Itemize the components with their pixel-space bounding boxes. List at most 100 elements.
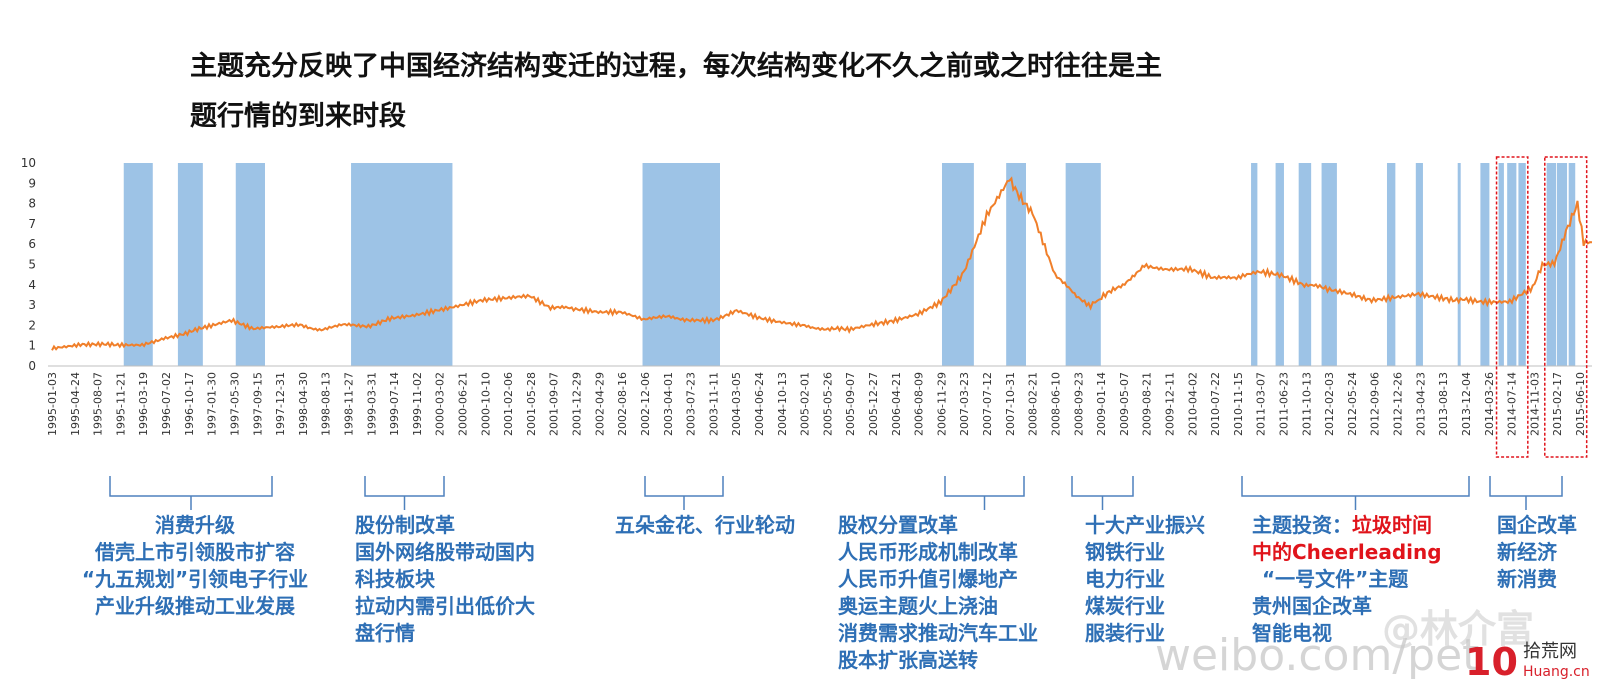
x-tick-label: 2002-12-06 (639, 372, 652, 436)
x-tick-label: 2012-12-26 (1392, 372, 1405, 436)
handle-watermark: @林介富 (1382, 607, 1535, 651)
x-tick-label: 1999-07-14 (388, 372, 401, 436)
annotation-line: 奥运主题火上浇油 (838, 594, 998, 618)
shaded-period (1321, 163, 1337, 366)
x-tick-label: 1997-09-15 (251, 372, 264, 436)
shaded-period (1480, 163, 1490, 366)
x-tick-label: 2012-05-24 (1346, 372, 1359, 436)
annotation-line: 人民币升值引爆地产 (838, 567, 1018, 591)
x-tick-label: 1997-12-31 (274, 372, 287, 436)
shaded-period (123, 163, 153, 366)
annotation-line: 股权分置改革 (838, 513, 958, 537)
y-tick-label: 9 (28, 176, 36, 190)
x-tick-label: 2007-03-23 (958, 372, 971, 436)
x-tick-label: 2011-03-07 (1255, 372, 1268, 436)
x-tick-label: 2009-08-21 (1141, 372, 1154, 436)
x-tick-label: 2013-12-04 (1460, 372, 1473, 436)
x-tick-label: 2002-08-16 (616, 372, 629, 436)
x-tick-label: 2001-09-07 (548, 372, 561, 436)
x-tick-label: 2012-02-03 (1323, 372, 1336, 436)
annotation-line: 产业升级推动工业发展 (95, 594, 295, 618)
annotation-line: 借壳上市引领股市扩容 (95, 540, 295, 564)
x-tick-label: 2000-03-02 (434, 372, 447, 436)
annotation-line: 国外网络股带动国内 (355, 540, 535, 564)
annotation-prefix: 主题投资： (1252, 513, 1352, 537)
x-tick-label: 2009-05-07 (1118, 372, 1131, 436)
shaded-period (1415, 163, 1423, 366)
annotation-line: 新消费 (1497, 567, 1557, 591)
x-tick-label: 2002-04-29 (593, 372, 606, 436)
x-tick-label: 1998-08-13 (320, 372, 333, 436)
x-tick-label: 1998-11-27 (342, 372, 355, 436)
annotation-line: 股本扩张高送转 (838, 648, 978, 672)
x-tick-label: 2005-02-01 (799, 372, 812, 436)
bracket (644, 476, 724, 510)
annotation-line: “九五规划”引领电子行业 (81, 567, 309, 591)
shaded-period (1298, 163, 1312, 366)
x-tick-label: 2011-06-23 (1278, 372, 1291, 436)
y-tick-label: 10 (21, 156, 36, 170)
bracket (1489, 476, 1563, 510)
x-tick-label: 1996-07-02 (160, 372, 173, 436)
x-tick-label: 2001-12-29 (571, 372, 584, 436)
shaded-period (1251, 163, 1258, 366)
annotation-line: 十大产业振兴 (1085, 513, 1205, 537)
shaded-period (1556, 163, 1568, 366)
x-tick-label: 1996-10-17 (183, 372, 196, 436)
shaded-period (351, 163, 453, 366)
annotation-line: 消费需求推动汽车工业 (838, 621, 1038, 645)
y-tick-label: 0 (28, 359, 36, 373)
x-tick-label: 1999-11-02 (411, 372, 424, 436)
x-tick-label: 1997-05-30 (228, 372, 241, 436)
y-tick-label: 1 (28, 339, 36, 353)
x-tick-label: 2008-02-21 (1027, 372, 1040, 436)
annotation-group-7: 国企改革 新经济 新消费 (1497, 512, 1577, 593)
annotation-line: 贵州国企改革 (1252, 594, 1372, 618)
x-tick-label: 2010-11-15 (1232, 372, 1245, 436)
annotation-highlight: 垃圾时间 (1352, 513, 1432, 537)
logo-number: 10 (1465, 640, 1518, 684)
x-tick-label: 1995-11-21 (114, 372, 127, 436)
shaded-period (1275, 163, 1284, 366)
x-tick-label: 2008-09-23 (1072, 372, 1085, 436)
x-tick-label: 2003-07-23 (685, 372, 698, 436)
x-tick-label: 2003-11-11 (707, 372, 720, 436)
x-tick-label: 2011-10-13 (1300, 372, 1313, 436)
annotation-group-5: 十大产业振兴 钢铁行业 电力行业 煤炭行业 服装行业 (1085, 512, 1205, 647)
x-tick-label: 1995-08-07 (92, 372, 105, 436)
x-tick-label: 2004-06-24 (753, 372, 766, 436)
annotation-highlight-line: 中的Cheerleading (1252, 540, 1442, 564)
highlight-box (1544, 156, 1588, 458)
x-tick-label: 1996-03-19 (137, 372, 150, 436)
shaded-period (1568, 163, 1576, 366)
annotation-group-6: 主题投资：垃圾时间 中的Cheerleading “一号文件”主题 贵州国企改革… (1252, 512, 1442, 647)
y-tick-label: 7 (28, 217, 36, 231)
x-tick-label: 2005-12-27 (867, 372, 880, 436)
annotation-line: 消费升级 (155, 513, 235, 537)
shaded-period (941, 163, 974, 366)
x-tick-label: 2014-07-14 (1506, 372, 1519, 436)
shaded-period (1006, 163, 1026, 366)
x-tick-label: 2015-06-10 (1574, 372, 1587, 436)
bracket (1241, 476, 1470, 510)
bracket (364, 476, 445, 510)
x-tick-label: 1997-01-30 (206, 372, 219, 436)
y-tick-label: 6 (28, 237, 36, 251)
annotation-line: “一号文件”主题 (1262, 567, 1409, 591)
x-tick-label: 2008-06-10 (1049, 372, 1062, 436)
annotation-line: 拉动内需引出低价大 (355, 594, 535, 618)
x-tick-label: 2009-12-11 (1163, 372, 1176, 436)
page-title-line-1: 主题充分反映了中国经济结构变迁的过程，每次结构变化不久之前或之时往往是主 (190, 51, 1162, 82)
annotation-group-2: 股份制改革 国外网络股带动国内 科技板块 拉动内需引出低价大 盘行情 (355, 512, 535, 647)
x-tick-label: 2004-10-13 (776, 372, 789, 436)
shaded-period (1507, 163, 1517, 366)
y-tick-label: 3 (28, 298, 36, 312)
annotation-line: 钢铁行业 (1085, 540, 1165, 564)
x-tick-label: 2001-02-06 (502, 372, 515, 436)
x-tick-label: 1995-01-03 (46, 372, 59, 436)
x-tick-label: 2005-05-26 (821, 372, 834, 436)
shaded-period (235, 163, 265, 366)
x-tick-label: 2000-06-21 (457, 372, 470, 436)
logo-text: 拾荒网 (1522, 641, 1577, 662)
